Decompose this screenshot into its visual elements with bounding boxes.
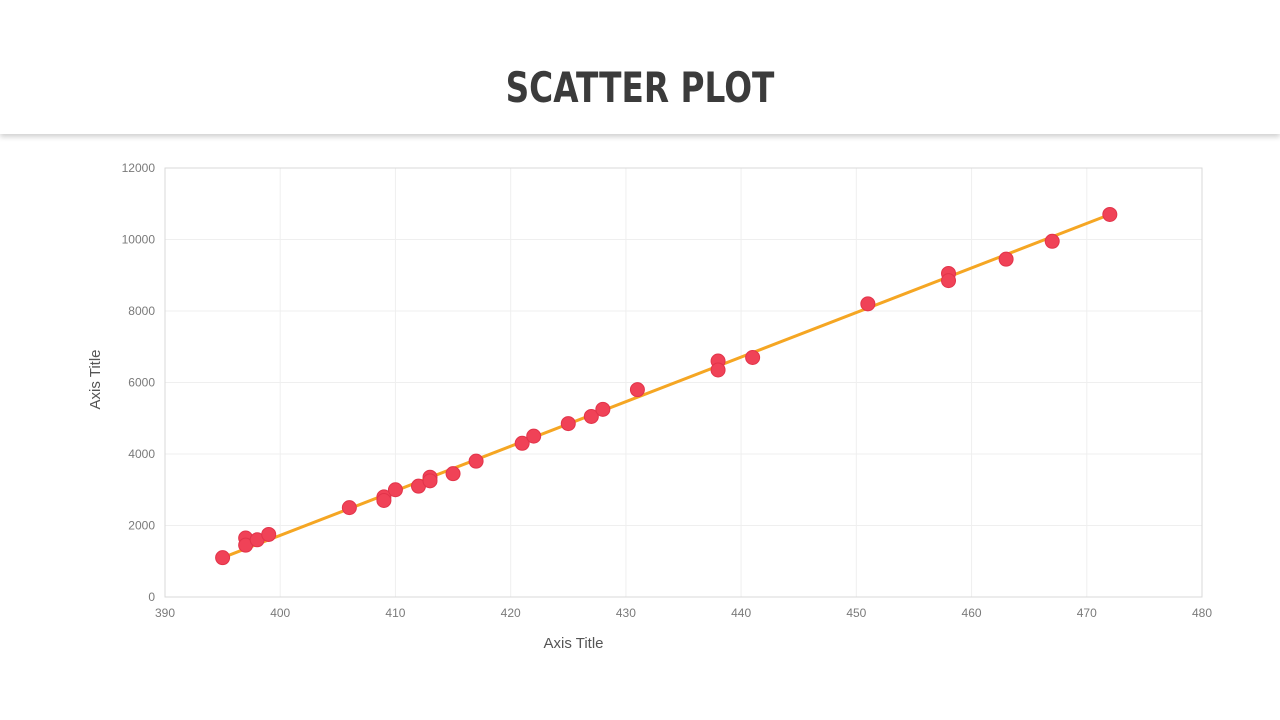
grid-lines — [165, 168, 1202, 597]
data-point — [422, 473, 438, 489]
data-point — [387, 482, 403, 498]
data-point — [710, 362, 726, 378]
y-tick-label: 12000 — [122, 161, 156, 175]
x-axis-title: Axis Title — [543, 635, 603, 652]
y-axis-title: Axis Title — [87, 349, 104, 409]
data-point — [998, 251, 1014, 267]
plot-border — [164, 167, 1203, 598]
data-points — [215, 206, 1118, 566]
data-point — [629, 382, 645, 398]
data-point — [468, 453, 484, 469]
data-point — [376, 492, 392, 508]
page-title: SCATTER PLOT — [505, 63, 775, 112]
x-tick-label: 470 — [1077, 606, 1097, 620]
x-tick-label: 450 — [846, 606, 866, 620]
data-point — [745, 349, 761, 365]
data-point — [341, 500, 357, 516]
y-tick-label: 10000 — [122, 233, 156, 247]
data-point — [941, 273, 957, 289]
data-point — [860, 296, 876, 312]
data-point — [583, 408, 599, 424]
scatter-chart: 0 2000 4000 6000 8000 10000 12000 390 400 410 420… — [87, 161, 1212, 652]
y-tick-label: 0 — [148, 590, 155, 604]
y-tick-label: 2000 — [128, 519, 155, 533]
x-tick-label: 430 — [616, 606, 636, 620]
header-bar: SCATTER PLOT — [0, 0, 1280, 134]
data-point — [595, 401, 611, 417]
x-tick-labels: 390 400 410 420 430 440 450 460 470 480 — [155, 606, 1212, 620]
data-point — [1044, 233, 1060, 249]
data-point — [215, 550, 231, 566]
x-tick-label: 420 — [501, 606, 521, 620]
data-point — [1102, 206, 1118, 222]
y-tick-labels: 0 2000 4000 6000 8000 10000 12000 — [122, 161, 156, 604]
x-tick-label: 410 — [385, 606, 405, 620]
data-point — [560, 416, 576, 432]
data-point — [526, 428, 542, 444]
y-tick-label: 6000 — [128, 376, 155, 390]
x-tick-label: 440 — [731, 606, 751, 620]
data-point — [514, 435, 530, 451]
x-tick-label: 400 — [270, 606, 290, 620]
data-point — [261, 526, 277, 542]
data-point — [445, 466, 461, 482]
x-tick-label: 480 — [1192, 606, 1212, 620]
y-tick-label: 8000 — [128, 304, 155, 318]
trendline — [221, 212, 1112, 560]
x-tick-label: 390 — [155, 606, 175, 620]
chart-area: 0 2000 4000 6000 8000 10000 12000 390 400 410 420… — [0, 134, 1280, 720]
x-tick-label: 460 — [962, 606, 982, 620]
y-tick-label: 4000 — [128, 447, 155, 461]
